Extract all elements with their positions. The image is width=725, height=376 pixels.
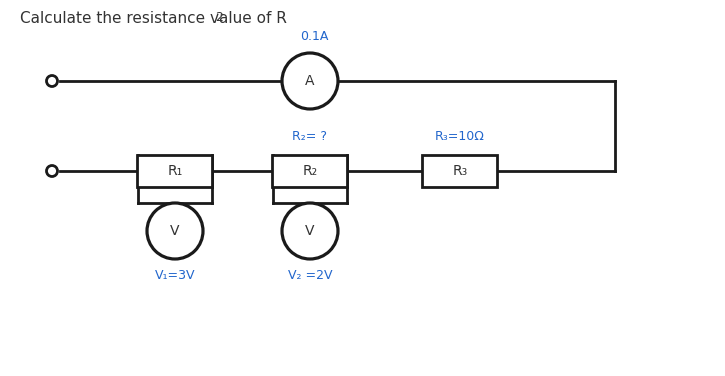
FancyBboxPatch shape <box>423 155 497 187</box>
Text: 2: 2 <box>215 11 223 24</box>
Circle shape <box>282 53 338 109</box>
FancyBboxPatch shape <box>138 155 212 187</box>
Text: V: V <box>305 224 315 238</box>
Text: V₁=3V: V₁=3V <box>154 269 195 282</box>
Text: A: A <box>305 74 315 88</box>
Text: Calculate the resistance value of R: Calculate the resistance value of R <box>20 11 287 26</box>
Circle shape <box>147 203 203 259</box>
Circle shape <box>46 165 57 176</box>
Circle shape <box>46 76 57 86</box>
FancyBboxPatch shape <box>273 155 347 187</box>
Text: R₃: R₃ <box>452 164 468 178</box>
Text: R₂: R₂ <box>302 164 318 178</box>
Text: V₂ =2V: V₂ =2V <box>288 269 332 282</box>
Circle shape <box>282 203 338 259</box>
Text: V: V <box>170 224 180 238</box>
Text: R₁: R₁ <box>167 164 183 178</box>
Text: 0.1A: 0.1A <box>300 30 328 43</box>
Text: R₂= ?: R₂= ? <box>292 130 328 143</box>
Text: R₃=10Ω: R₃=10Ω <box>435 130 485 143</box>
